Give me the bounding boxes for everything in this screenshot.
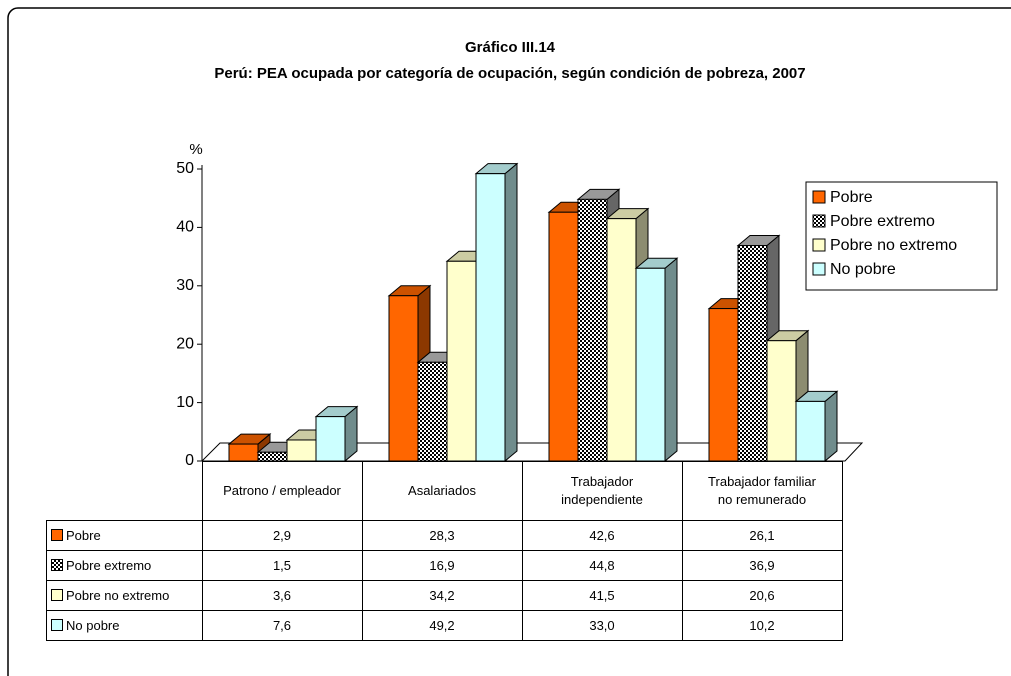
table-swatch [51,619,63,631]
bar-side [664,257,678,463]
value-cell: 16,9 [361,550,523,581]
value-cell: 10,2 [681,610,843,641]
series-label: Pobre extremo [66,558,152,573]
bar [548,211,579,462]
series-label: Pobre no extremo [66,588,170,603]
y-axis-label: % [189,141,202,158]
y-tick-label: 50 [176,160,194,177]
category-cell: Patrono / empleador [201,461,363,521]
value-cell: 3,6 [201,580,363,611]
legend-label: Pobre [830,189,873,206]
value-cell: 20,6 [681,580,843,611]
value-cell: 33,0 [521,610,683,641]
bar [228,443,259,462]
y-tick-label: 10 [176,394,194,411]
bar [475,173,506,462]
y-tick-label: 30 [176,277,194,294]
legend-swatch [812,190,826,204]
bar [635,267,666,462]
chart-subtitle: Perú: PEA ocupada por categoría de ocupa… [214,65,805,82]
legend-swatch [812,262,826,276]
value-cell: 7,6 [201,610,363,641]
category-label: Patrono / empleador [223,483,341,498]
legend-swatch [812,238,826,252]
value-cell: 42,6 [521,520,683,551]
legend-label: Pobre no extremo [830,237,957,254]
bar [286,439,317,462]
value-cell: 49,2 [361,610,523,641]
table-swatch [51,559,63,571]
category-cell: Trabajador familiar no remunerado [681,461,843,521]
bar [606,218,637,462]
table-corner [47,462,203,521]
bar [257,451,288,462]
data-table: Patrono / empleador Asalariados Trabajador… [46,461,843,641]
bar [577,198,608,462]
legend-swatch [812,214,826,228]
value-cell: 44,8 [521,550,683,581]
bar [388,295,419,462]
value-cell: 28,3 [361,520,523,551]
table-row: Pobre extremo 1,5 16,9 44,8 36,9 [46,550,843,581]
value-cell: 1,5 [201,550,363,581]
table-row: Pobre 2,9 28,3 42,6 26,1 [46,520,843,551]
category-cell: Asalariados [361,461,523,521]
legend-label: No pobre [830,261,896,278]
value-cell: 26,1 [681,520,843,551]
value-cell: 34,2 [361,580,523,611]
y-tick-label: 20 [176,335,194,352]
bar [737,245,768,462]
table-swatch [51,589,63,601]
value-cell: 41,5 [521,580,683,611]
category-cell: Trabajador independiente [521,461,683,521]
value-cell: 36,9 [681,550,843,581]
y-tick-label: 0 [185,452,194,469]
series-cell: Pobre no extremo [46,580,203,611]
legend-label: Pobre extremo [830,213,935,230]
series-cell: No pobre [46,610,203,641]
bar [446,260,477,462]
category-label: Trabajador familiar no remunerado [708,474,816,507]
bar [417,361,448,462]
table-swatch [51,529,63,541]
chart-title: Gráfico III.14 [465,39,556,56]
series-cell: Pobre extremo [46,550,203,581]
bar [795,400,826,462]
table-header-row: Patrono / empleador Asalariados Trabajador… [47,461,843,521]
table-row: No pobre 7,6 49,2 33,0 10,2 [46,610,843,641]
bar-side [824,390,838,463]
bar [315,416,346,462]
bar [766,340,797,462]
series-label: Pobre [66,528,101,543]
legend-box [805,181,998,291]
series-label: No pobre [66,618,120,633]
series-cell: Pobre [46,520,203,551]
y-tick-label: 40 [176,219,194,236]
category-label: Trabajador independiente [561,474,643,507]
value-cell: 2,9 [201,520,363,551]
table-row: Pobre no extremo 3,6 34,2 41,5 20,6 [46,580,843,611]
bar [708,308,739,462]
category-label: Asalariados [408,483,476,498]
bar-side [504,162,518,463]
